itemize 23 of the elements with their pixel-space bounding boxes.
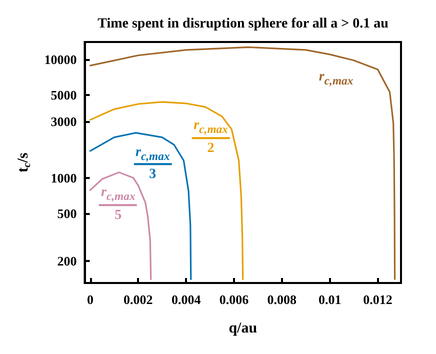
series-label: r$_{c,max}$ 3 bbox=[134, 144, 171, 183]
x-tick-label: 0.01 bbox=[318, 292, 342, 307]
x-tick-label: 0.006 bbox=[219, 292, 250, 307]
y-axis-title: tc/s bbox=[16, 152, 33, 172]
chart-title: Time spent in disruption sphere for all a > 0.1 au bbox=[98, 16, 389, 32]
y-tick-label: 3000 bbox=[50, 114, 77, 129]
y-tick-label: 200 bbox=[57, 253, 77, 268]
y-tick-label: 10000 bbox=[44, 52, 77, 67]
line-series bbox=[89, 132, 192, 280]
y-tick-label: 5000 bbox=[50, 88, 77, 103]
x-tick-label: 0.012 bbox=[363, 292, 392, 307]
y-tick-label: 1000 bbox=[50, 170, 77, 186]
x-tick-label: 0.008 bbox=[267, 292, 298, 307]
series-label: r$_{c,max}$ bbox=[318, 69, 354, 88]
x-tick-label: 0 bbox=[87, 292, 94, 307]
series-label: r$_{c,max}$ 5 bbox=[100, 185, 136, 223]
x-tick-label: 0.002 bbox=[124, 292, 153, 307]
x-axis-title: q/au bbox=[228, 320, 258, 336]
line-series bbox=[89, 101, 244, 280]
line-series bbox=[89, 46, 396, 280]
series-label: r$_{c,max}$ 2 bbox=[192, 118, 229, 156]
x-tick-label: 0.004 bbox=[171, 292, 202, 307]
y-tick-label: 500 bbox=[57, 206, 77, 222]
